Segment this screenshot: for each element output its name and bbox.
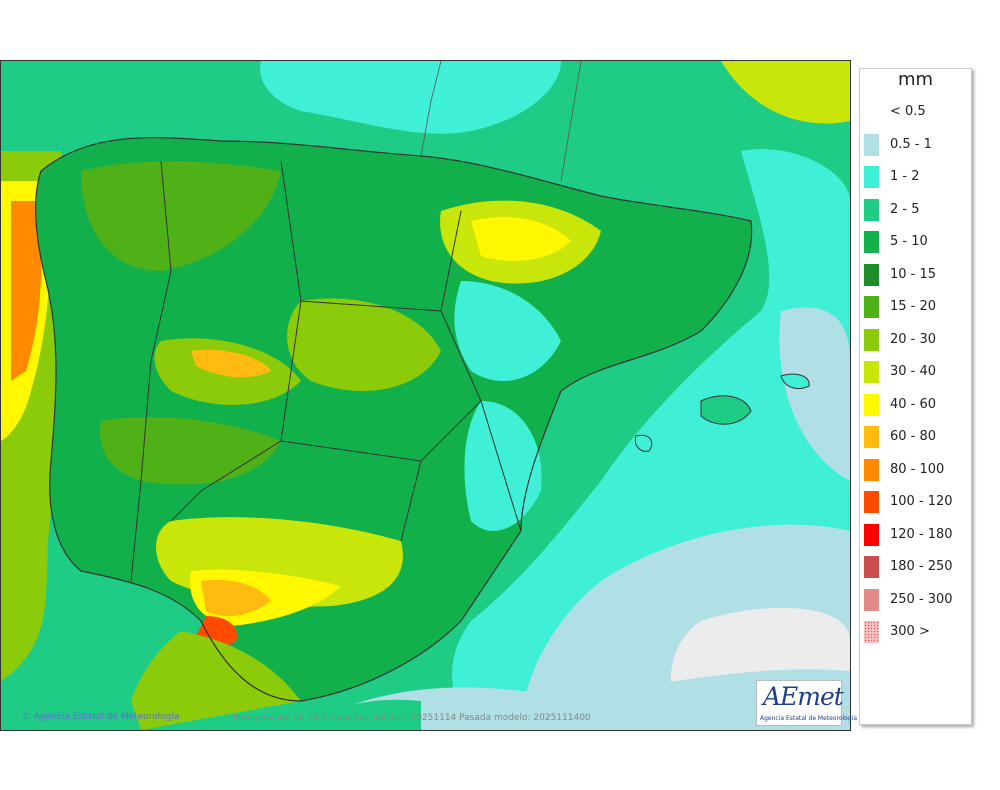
legend-row: 60 - 80 bbox=[860, 422, 971, 448]
legend-swatch bbox=[864, 426, 879, 448]
strait-zone bbox=[131, 631, 301, 730]
legend-swatch bbox=[864, 133, 879, 156]
legend-label: 0.5 - 1 bbox=[890, 136, 932, 152]
legend-row: 180 - 250 bbox=[860, 552, 971, 578]
legend-row: 30 - 40 bbox=[860, 357, 971, 383]
legend-swatch bbox=[864, 588, 879, 611]
menorca-island bbox=[780, 373, 810, 389]
legend-swatch bbox=[864, 361, 879, 383]
legend-label: 100 - 120 bbox=[890, 494, 953, 509]
legend-label: 5 - 10 bbox=[890, 234, 928, 249]
legend-label: 300 > bbox=[890, 624, 930, 639]
logo-subtitle: Agencia Estatal de Meteorología bbox=[760, 715, 857, 722]
france-south-zone bbox=[721, 61, 850, 124]
legend-swatch bbox=[864, 523, 879, 546]
legend-row: 10 - 15 bbox=[860, 260, 971, 286]
legend-label: < 0.5 bbox=[890, 104, 926, 119]
legend-row: 300 > bbox=[860, 617, 971, 643]
region-borders bbox=[130, 160, 522, 582]
legend-swatch bbox=[864, 231, 879, 253]
galicia-max-zone bbox=[11, 201, 42, 381]
legend-row: 1 - 2 bbox=[860, 162, 971, 188]
morocco-zone bbox=[301, 699, 421, 730]
legend-label: 1 - 2 bbox=[890, 169, 920, 184]
legend-swatch bbox=[864, 458, 879, 481]
legend-label: 15 - 20 bbox=[890, 299, 937, 314]
attribution-text: © Agencia Estatal de Meteorología bbox=[22, 712, 180, 722]
legend-unit: mm bbox=[897, 69, 934, 90]
bay-of-biscay-zone bbox=[260, 61, 561, 134]
logo-wordmark: AEmet bbox=[763, 682, 844, 711]
legend-swatch bbox=[864, 621, 879, 643]
pyrenees-max-zone bbox=[471, 217, 571, 261]
legend-row: < 0.5 bbox=[860, 97, 971, 123]
legend-swatch bbox=[864, 296, 879, 318]
legend-row: 120 - 180 bbox=[860, 520, 971, 546]
ebro-valley-zone bbox=[454, 281, 561, 381]
legend-label: 60 - 80 bbox=[890, 429, 937, 444]
east-coast-zone bbox=[464, 401, 542, 531]
legend-label: 30 - 40 bbox=[890, 364, 937, 379]
legend-swatch bbox=[864, 491, 879, 513]
legend-swatch bbox=[864, 328, 879, 351]
precipitation-map bbox=[0, 60, 851, 731]
peninsula-coastline bbox=[34, 137, 753, 702]
mallorca-island bbox=[700, 395, 752, 425]
legend-label: 20 - 30 bbox=[890, 331, 937, 347]
legend-label: 250 - 300 bbox=[890, 591, 953, 607]
central-north-zone bbox=[287, 298, 441, 391]
aemet-logo: AEmet Agencia Estatal de Meteorología bbox=[756, 680, 857, 726]
map-caption: Precipitación en 24 h máxima. Validez: 2… bbox=[233, 713, 591, 723]
legend-label: 2 - 5 bbox=[890, 201, 920, 217]
legend-label: 40 - 60 bbox=[890, 396, 937, 412]
legend-swatch bbox=[864, 263, 879, 286]
legend-row: 100 - 120 bbox=[860, 487, 971, 513]
legend-label: 180 - 250 bbox=[890, 559, 953, 574]
central-west-max-zone bbox=[191, 349, 271, 378]
sea-very-low-zone-east bbox=[779, 307, 850, 481]
legend-row: 5 - 10 bbox=[860, 227, 971, 253]
legend-swatch bbox=[864, 101, 879, 123]
north-west-zone bbox=[81, 161, 281, 271]
legend-row: 20 - 30 bbox=[860, 325, 971, 351]
legend-swatch bbox=[864, 166, 879, 188]
france-border bbox=[420, 61, 582, 182]
legend-label: 80 - 100 bbox=[890, 461, 945, 477]
legend-label: 120 - 180 bbox=[890, 526, 953, 542]
legend-row: 2 - 5 bbox=[860, 195, 971, 221]
legend-label: 10 - 15 bbox=[890, 266, 937, 282]
ibiza-island bbox=[634, 434, 653, 452]
legend-row: 40 - 60 bbox=[860, 390, 971, 416]
precipitation-legend: mm < 0.5 0.5 - 1 1 - 2 2 - 5 5 - 10 10 - 15 15… bbox=[859, 68, 972, 725]
north-africa-zone bbox=[301, 669, 850, 730]
legend-swatch bbox=[864, 556, 879, 578]
legend-row: 250 - 300 bbox=[860, 585, 971, 611]
legend-row: 15 - 20 bbox=[860, 292, 971, 318]
map-canvas bbox=[1, 61, 850, 730]
malaga-zone bbox=[201, 579, 271, 617]
legend-swatch bbox=[864, 198, 879, 221]
legend-row: 0.5 - 1 bbox=[860, 130, 971, 156]
legend-swatch bbox=[864, 393, 879, 416]
legend-row: 80 - 100 bbox=[860, 455, 971, 481]
